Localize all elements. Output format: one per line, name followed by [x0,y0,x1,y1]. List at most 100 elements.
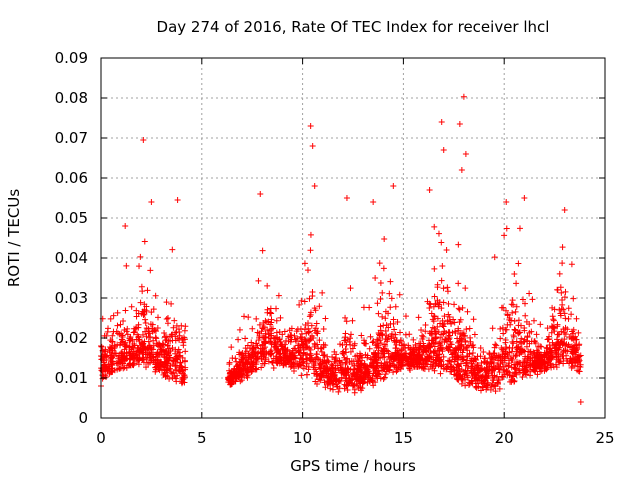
data-point [343,195,350,201]
data-point [509,309,516,316]
data-point [465,381,472,388]
data-point [274,334,281,341]
data-point [181,374,188,381]
data-point [531,350,538,357]
data-point [416,344,423,351]
data-point [459,373,466,380]
data-point [286,327,293,334]
data-point [532,339,539,346]
data-point [296,361,303,368]
data-point [349,317,356,324]
data-point [506,369,513,376]
data-point [164,342,171,349]
data-point [516,329,523,336]
data-point [434,281,441,288]
data-point [549,304,556,311]
data-point [320,344,327,351]
data-point [106,344,113,351]
data-point [237,359,244,366]
data-point [551,306,558,313]
data-point [356,353,363,360]
data-point [521,195,528,201]
data-point [380,265,387,272]
data-point [366,304,373,311]
data-point [331,358,338,365]
data-point [306,295,313,302]
data-point [356,373,363,380]
data-point [414,354,421,361]
data-point [340,348,347,355]
data-point [364,366,371,373]
y-axis-label: ROTI / TECUs [5,189,23,287]
data-point [139,331,146,338]
data-point [316,364,323,371]
data-point [169,331,176,338]
data-point [156,367,163,374]
data-point [384,365,391,372]
data-point [362,351,369,358]
data-point [169,337,176,344]
data-point [466,380,473,387]
data-point [440,285,447,292]
data-point [373,372,380,379]
data-point [513,338,520,345]
data-point [478,359,485,366]
data-point [118,354,125,361]
data-point [476,375,483,382]
data-point [311,183,318,189]
y-tick-label: 0.07 [55,129,88,147]
data-point [346,335,353,342]
data-point [394,319,401,326]
data-point [571,362,578,369]
data-point [445,311,452,318]
data-point [496,385,503,392]
data-point [379,313,386,320]
data-point [168,331,175,338]
data-point [374,375,381,382]
data-point [444,284,451,291]
data-point [460,345,467,352]
data-point [268,310,275,317]
data-point [308,322,315,329]
data-point [302,344,309,351]
data-point [302,322,309,329]
data-point [274,348,281,355]
data-point [497,355,504,362]
data-point [109,332,116,339]
data-point [114,322,121,329]
data-point [121,341,128,348]
data-point [427,330,434,337]
data-point [507,355,514,362]
data-point [510,340,517,347]
plot-frame [100,57,606,419]
data-point [486,351,493,358]
data-point [521,327,528,334]
data-point [282,352,289,359]
data-point [372,365,379,372]
data-point [140,137,147,143]
data-point [298,372,305,379]
data-point [307,346,314,353]
data-point [361,376,368,383]
data-point [526,290,533,297]
data-point [262,334,269,341]
data-point [477,353,484,360]
data-point [374,300,381,307]
data-point [243,373,250,380]
data-point [273,305,280,312]
data-point [513,358,520,365]
data-point [464,353,471,360]
data-point [527,357,534,364]
data-point [226,361,233,368]
data-point [160,341,167,348]
data-point [562,288,569,295]
data-point [146,355,153,362]
data-point [249,347,256,354]
data-point [430,312,437,319]
data-point [307,309,314,316]
data-point [339,342,346,349]
data-point [573,315,580,322]
data-point [358,377,365,384]
data-point [135,361,142,368]
data-point [402,313,409,320]
